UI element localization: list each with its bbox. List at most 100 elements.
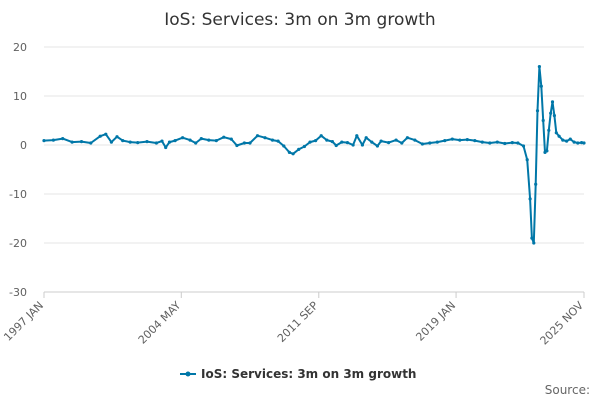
data-point[interactable] [214, 139, 218, 143]
data-point[interactable] [302, 144, 306, 149]
data-point[interactable] [154, 141, 158, 145]
data-point[interactable] [465, 138, 469, 142]
data-point[interactable] [164, 145, 168, 150]
data-point[interactable] [458, 138, 462, 142]
data-point[interactable] [541, 118, 545, 123]
data-point[interactable] [207, 138, 211, 142]
data-point[interactable] [545, 149, 549, 153]
data-point[interactable] [188, 138, 192, 142]
data-point[interactable] [535, 109, 540, 113]
data-point[interactable] [330, 140, 334, 144]
data-point[interactable] [420, 142, 424, 146]
data-point[interactable] [128, 140, 132, 144]
data-point[interactable] [435, 140, 439, 144]
data-point[interactable] [351, 143, 355, 147]
data-point[interactable] [405, 136, 409, 140]
data-point[interactable] [510, 141, 514, 145]
data-point[interactable] [79, 140, 84, 144]
data-point[interactable] [413, 138, 417, 142]
data-point[interactable] [136, 141, 140, 145]
data-point[interactable] [167, 140, 172, 144]
data-point[interactable] [355, 134, 359, 138]
data-point[interactable] [503, 141, 507, 146]
data-point[interactable] [572, 140, 576, 144]
data-point[interactable] [379, 139, 383, 143]
data-point[interactable] [70, 140, 74, 144]
data-point[interactable] [554, 131, 558, 135]
data-point[interactable] [550, 100, 555, 104]
data-point[interactable] [282, 144, 286, 148]
data-point[interactable] [109, 140, 113, 144]
data-point[interactable] [199, 137, 203, 141]
data-point[interactable] [242, 141, 246, 145]
data-point[interactable] [263, 136, 267, 140]
data-point[interactable] [568, 137, 572, 141]
data-point[interactable] [61, 137, 65, 141]
data-point[interactable] [229, 137, 233, 141]
data-point[interactable] [291, 152, 295, 156]
gridlines [44, 46, 584, 244]
data-point[interactable] [443, 139, 447, 143]
data-point[interactable] [528, 197, 532, 201]
data-point[interactable] [173, 139, 177, 143]
data-point[interactable] [319, 134, 323, 138]
data-point[interactable] [325, 138, 329, 142]
data-point[interactable] [364, 136, 368, 140]
data-point[interactable] [360, 143, 364, 147]
data-point[interactable] [340, 140, 344, 144]
data-point[interactable] [530, 236, 534, 240]
data-point[interactable] [576, 141, 580, 145]
data-point[interactable] [345, 141, 349, 145]
data-point[interactable] [582, 141, 586, 145]
data-point[interactable] [297, 147, 301, 151]
data-point[interactable] [181, 136, 185, 140]
data-point[interactable] [314, 139, 318, 143]
data-point[interactable] [534, 182, 538, 186]
data-point[interactable] [580, 141, 584, 145]
data-point[interactable] [248, 141, 252, 145]
data-point[interactable] [552, 114, 557, 118]
data-point[interactable] [532, 241, 536, 245]
data-point[interactable] [495, 140, 499, 144]
data-point[interactable] [539, 84, 543, 88]
data-point[interactable] [121, 139, 125, 143]
data-point[interactable] [521, 144, 526, 148]
data-point[interactable] [308, 140, 312, 144]
data-point[interactable] [547, 128, 551, 132]
data-point[interactable] [160, 139, 164, 143]
data-point[interactable] [287, 150, 291, 154]
data-point[interactable] [270, 138, 275, 142]
data-point[interactable] [42, 139, 46, 143]
data-point[interactable] [334, 143, 338, 148]
data-point[interactable] [370, 140, 374, 144]
data-point[interactable] [561, 138, 565, 142]
data-point[interactable] [276, 139, 280, 143]
data-point[interactable] [480, 140, 484, 144]
data-point[interactable] [145, 140, 149, 144]
data-point[interactable] [394, 138, 398, 142]
data-point[interactable] [557, 134, 561, 138]
data-point[interactable] [235, 143, 239, 148]
data-point[interactable] [194, 141, 198, 145]
data-point[interactable] [525, 158, 529, 162]
data-point[interactable] [375, 144, 379, 148]
data-point[interactable] [473, 139, 477, 143]
data-point[interactable] [255, 134, 260, 138]
data-point[interactable] [516, 141, 520, 145]
data-point[interactable] [565, 139, 569, 143]
data-point[interactable] [51, 138, 56, 142]
data-point[interactable] [428, 141, 432, 145]
data-point[interactable] [549, 111, 553, 115]
data-point[interactable] [222, 135, 226, 139]
data-point[interactable] [115, 135, 119, 139]
data-point[interactable] [98, 134, 102, 138]
legend[interactable]: IoS: Services: 3m on 3m growth [180, 367, 416, 381]
data-point[interactable] [104, 132, 108, 136]
data-point[interactable] [450, 137, 454, 141]
data-point[interactable] [400, 141, 404, 145]
data-point[interactable] [89, 141, 93, 145]
data-point[interactable] [537, 65, 542, 69]
data-point[interactable] [387, 141, 391, 145]
data-point[interactable] [488, 141, 492, 145]
